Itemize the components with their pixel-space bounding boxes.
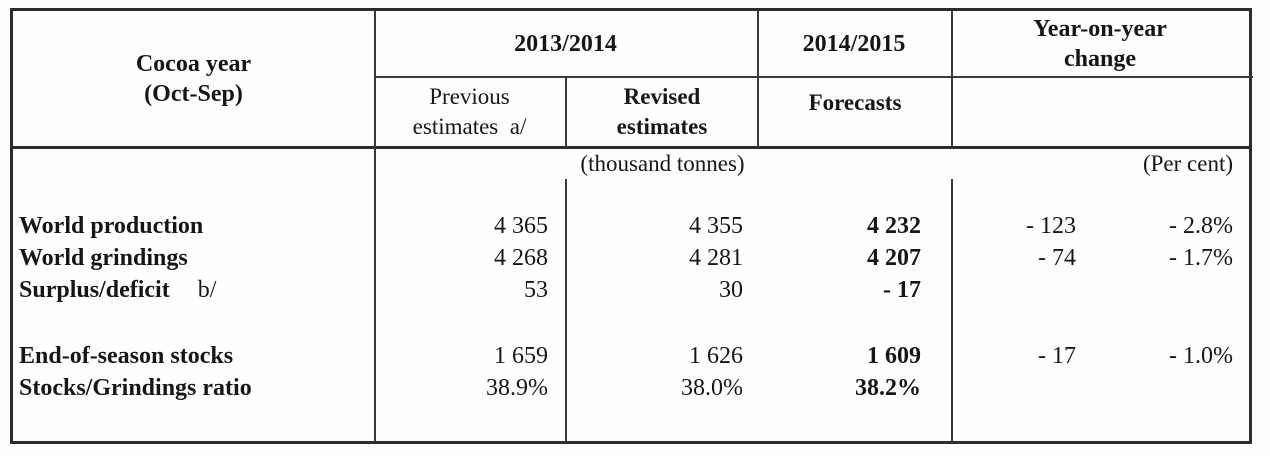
cocoa-statistics-table: Cocoa year (Oct-Sep) 2013/2014 2014/2015…	[10, 8, 1255, 444]
header-revised-estimates: Revised estimates	[567, 78, 757, 146]
header-previous-line1: Previous	[429, 84, 510, 109]
header-row1-divider	[374, 76, 1253, 78]
forecast-value: - 17	[883, 277, 921, 303]
header-forecasts-label: Forecasts	[808, 90, 902, 115]
header-previous-estimates: Previous estimates a/	[374, 78, 565, 146]
row-label: Stocks/Grindings ratio	[19, 375, 252, 401]
header-cocoa-year-line1: Cocoa year	[135, 50, 252, 77]
revised-estimate-value: 4 281	[689, 245, 743, 271]
row-label: End-of-season stocks	[19, 343, 234, 369]
forecast-yoy-body-divider	[951, 179, 953, 441]
table-row-end-of-season-stocks: End-of-season stocks 1 659 1 626 1 609 -…	[13, 340, 1255, 372]
units-thousand-tonnes-label: (thousand tonnes)	[580, 151, 745, 176]
forecast-value: 4 232	[867, 213, 921, 239]
yoy-change-abs: - 74	[1038, 245, 1076, 271]
units-per-cent: (Per cent)	[951, 149, 1249, 179]
header-forecasts: Forecasts	[759, 78, 951, 146]
label-column-divider	[374, 11, 376, 441]
prev-revised-body-divider	[565, 179, 567, 441]
row-label: World grindings	[19, 245, 188, 271]
revised-estimate-value: 1 626	[689, 343, 743, 369]
header-year-on-year-change: Year-on-year change	[951, 11, 1249, 76]
header-2013-2014: 2013/2014	[374, 11, 757, 76]
table-row-stocks-grindings-ratio: Stocks/Grindings ratio 38.9% 38.0% 38.2%	[13, 372, 1255, 404]
forecast-value: 38.2%	[855, 375, 921, 401]
header-yoy-line1: Year-on-year	[1033, 15, 1167, 42]
header-yoy-line2: change	[1064, 45, 1136, 72]
header-cocoa-year: Cocoa year (Oct-Sep)	[13, 11, 374, 146]
revised-estimate-value: 30	[719, 277, 743, 303]
previous-estimate-value: 4 268	[494, 245, 548, 271]
prev-revised-header-divider	[565, 76, 567, 148]
previous-estimate-value: 53	[524, 277, 548, 303]
header-bottom-divider	[13, 146, 1249, 149]
yoy-change-abs: - 123	[1026, 213, 1076, 239]
header-2014-2015: 2014/2015	[757, 11, 951, 76]
units-per-cent-label: (Per cent)	[1142, 151, 1233, 176]
row-label-suffix: b/	[197, 277, 217, 303]
yoy-change-pct: - 1.7%	[1169, 245, 1233, 271]
header-previous-line2: estimates a/	[412, 114, 527, 139]
header-2014-2015-label: 2014/2015	[802, 30, 906, 57]
header-revised-line2: estimates	[616, 114, 708, 139]
previous-estimate-value: 4 365	[494, 213, 548, 239]
forecast-value: 4 207	[867, 245, 921, 271]
row-label: Surplus/deficit	[19, 277, 170, 303]
revised-forecast-header-divider	[757, 11, 759, 148]
row-label: World production	[19, 213, 204, 239]
previous-estimate-value: 1 659	[494, 343, 548, 369]
forecast-value: 1 609	[867, 343, 921, 369]
units-thousand-tonnes: (thousand tonnes)	[374, 149, 951, 179]
header-cocoa-year-line2: (Oct-Sep)	[144, 80, 243, 107]
yoy-change-abs: - 17	[1038, 343, 1076, 369]
header-revised-line1: Revised	[623, 84, 701, 109]
previous-estimate-value: 38.9%	[486, 375, 548, 401]
revised-estimate-value: 38.0%	[681, 375, 743, 401]
yoy-change-pct: - 2.8%	[1169, 213, 1233, 239]
revised-estimate-value: 4 355	[689, 213, 743, 239]
table-row-world-grindings: World grindings 4 268 4 281 4 207 - 74 -…	[13, 242, 1255, 274]
yoy-change-pct: - 1.0%	[1169, 343, 1233, 369]
header-2013-2014-label: 2013/2014	[514, 30, 617, 57]
table-row-surplus-deficit: Surplus/deficit b/ 53 30 - 17	[13, 274, 1255, 306]
forecast-yoy-header-divider	[951, 11, 953, 148]
table-row-world-production: World production 4 365 4 355 4 232 - 123…	[13, 210, 1255, 242]
